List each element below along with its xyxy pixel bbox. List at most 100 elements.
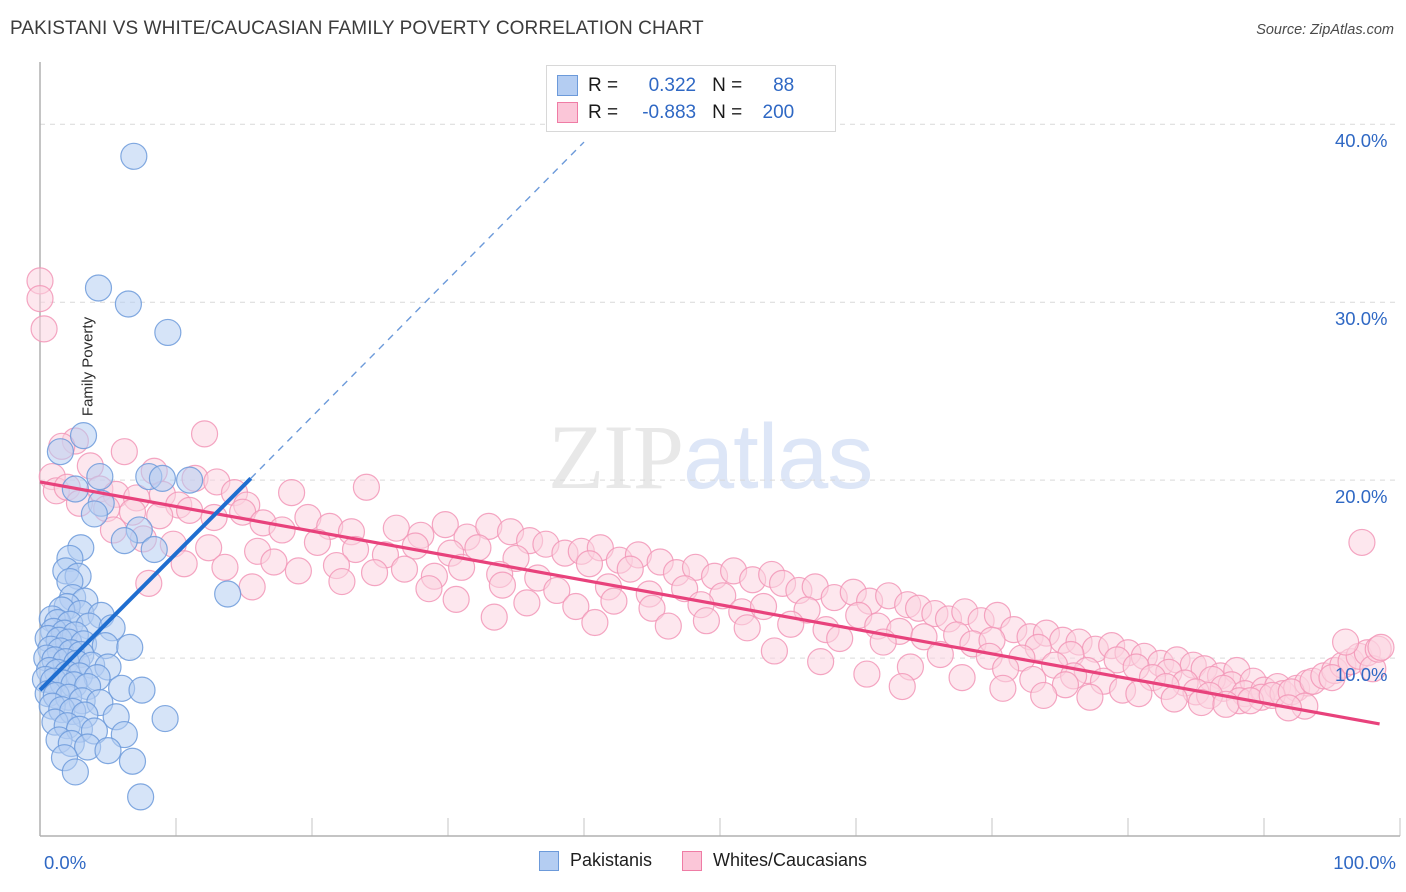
data-point — [616, 555, 644, 583]
data-point — [360, 559, 389, 587]
chart-legend: Pakistanis Whites/Caucasians — [0, 850, 1406, 871]
data-point — [303, 528, 332, 557]
pink-r-value: -0.883 — [642, 101, 697, 123]
data-point — [69, 422, 98, 450]
data-point — [127, 783, 155, 811]
series-points-pakistanis — [31, 142, 242, 811]
stats-row-pakistanis: R = 0.322 N = 88 — [557, 72, 825, 99]
data-point — [1125, 680, 1153, 708]
pink-n-value: 200 — [762, 101, 795, 123]
data-point — [401, 532, 429, 560]
data-point — [415, 575, 443, 603]
data-point — [214, 580, 242, 608]
data-point — [502, 544, 530, 573]
x-axis-tick-max: 100.0% — [1333, 852, 1396, 873]
data-point — [118, 747, 147, 775]
data-point — [116, 633, 144, 661]
blue-regression-line-extension — [250, 141, 585, 479]
blue-n-label: N = — [712, 74, 743, 96]
data-point — [562, 592, 590, 621]
data-point — [61, 758, 89, 786]
watermark-atlas: atlas — [683, 406, 873, 508]
data-point — [581, 608, 609, 637]
data-point — [195, 534, 223, 562]
data-point — [926, 640, 954, 669]
data-point — [110, 720, 138, 749]
data-point — [148, 464, 176, 492]
source-attribution: Source: ZipAtlas.com — [1256, 22, 1394, 38]
data-point — [1348, 528, 1376, 557]
blue-r-label: R = — [588, 74, 619, 96]
data-point — [94, 736, 122, 765]
data-point — [211, 553, 239, 581]
data-point — [86, 462, 114, 491]
data-point — [390, 555, 419, 583]
data-point — [80, 500, 109, 528]
data-point — [600, 587, 628, 615]
data-point — [260, 548, 288, 576]
data-point — [341, 535, 370, 564]
data-point — [638, 594, 666, 622]
data-point — [176, 466, 204, 494]
data-point — [284, 557, 312, 585]
legend-pink-swatch-icon — [681, 850, 702, 871]
trendline-whites — [39, 480, 1380, 726]
data-point — [170, 550, 198, 578]
pink-n-label: N = — [712, 101, 743, 123]
y-axis-tick-label: 10.0% — [1335, 664, 1388, 686]
legend-item-whites[interactable]: Whites/Caucasians — [681, 850, 868, 871]
page-title: PAKISTANI VS WHITE/CAUCASIAN FAMILY POVE… — [10, 18, 704, 39]
data-point — [1367, 633, 1395, 661]
data-point — [513, 589, 541, 617]
watermark-zip: ZIP — [548, 406, 684, 508]
data-point — [84, 274, 113, 302]
data-point — [26, 285, 54, 313]
data-point — [807, 648, 835, 676]
data-point — [278, 478, 306, 507]
data-point — [671, 575, 699, 603]
data-point — [760, 637, 789, 665]
legend-blue-swatch-icon — [538, 850, 559, 871]
data-point — [268, 516, 296, 544]
data-point — [238, 573, 266, 601]
data-point — [1030, 681, 1058, 710]
data-point — [140, 535, 168, 564]
legend-item-pakistanis[interactable]: Pakistanis — [538, 850, 652, 871]
legend-label-whites: Whites/Caucasians — [712, 850, 868, 870]
data-point — [352, 473, 380, 501]
blue-swatch-icon — [557, 75, 578, 96]
stats-row-whites: R = -0.883 N = 200 — [557, 99, 825, 126]
blue-regression-line — [38, 476, 253, 692]
data-point — [989, 674, 1017, 702]
data-point — [480, 603, 508, 631]
data-point — [948, 664, 976, 692]
data-point — [154, 318, 182, 347]
y-axis-tick-label: 30.0% — [1335, 308, 1388, 330]
data-point — [110, 527, 138, 555]
x-axis-tick-min: 0.0% — [44, 852, 87, 873]
data-point — [151, 704, 179, 733]
pink-regression-line — [39, 480, 1380, 726]
legend-label-pakistanis: Pakistanis — [569, 850, 652, 870]
data-point — [442, 585, 470, 613]
x-axis-ticks — [39, 818, 1401, 836]
y-axis-tick-label: 20.0% — [1335, 486, 1388, 508]
data-point — [46, 438, 75, 466]
data-point — [328, 567, 356, 596]
data-point — [888, 672, 916, 701]
blue-n-value: 88 — [773, 74, 795, 96]
data-point — [114, 290, 142, 318]
data-point — [190, 420, 219, 448]
y-axis-tick-label: 40.0% — [1335, 130, 1388, 152]
pink-r-label: R = — [588, 101, 619, 123]
data-point — [733, 614, 761, 642]
blue-r-value: 0.322 — [648, 74, 697, 96]
data-point — [128, 676, 156, 704]
data-point — [654, 612, 682, 640]
data-point — [1051, 671, 1080, 699]
trendline-pakistanis — [38, 141, 585, 692]
data-point — [575, 550, 604, 578]
data-point — [120, 142, 148, 170]
data-point — [1331, 628, 1360, 656]
